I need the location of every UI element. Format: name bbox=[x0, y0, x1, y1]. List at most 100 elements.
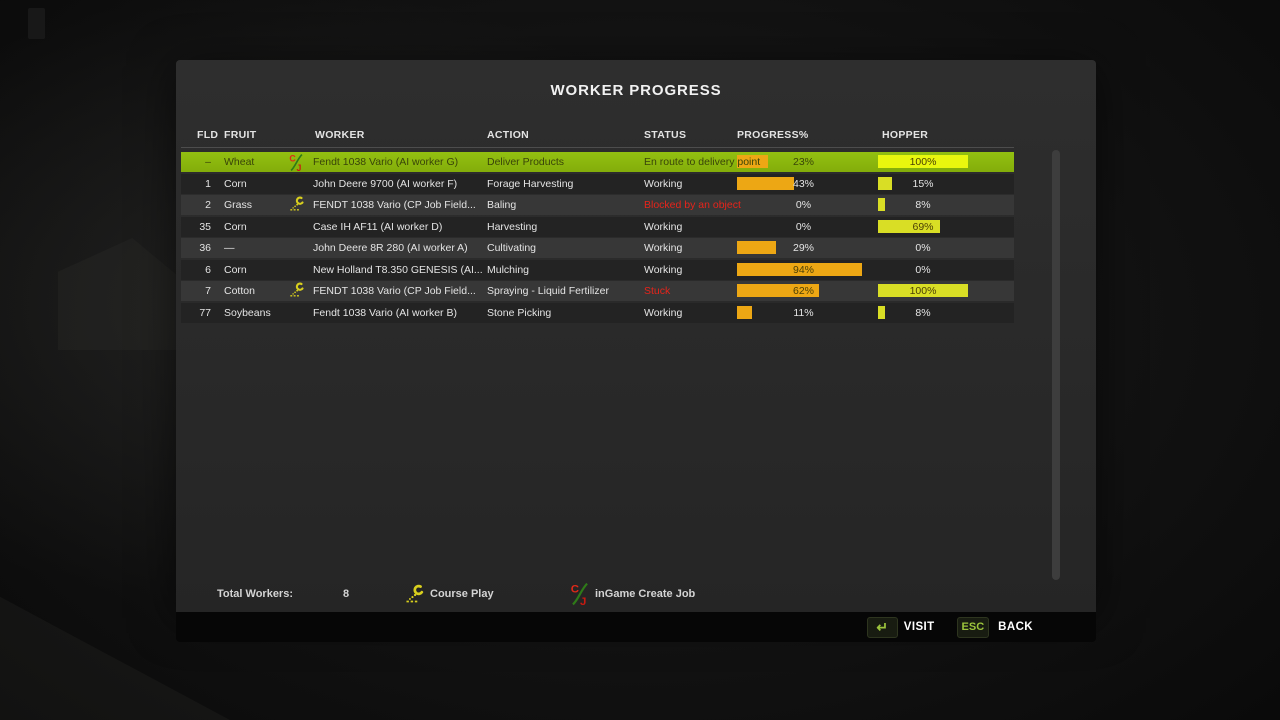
table-row[interactable]: 36 — John Deere 8R 280 (AI worker A) Cultiv… bbox=[181, 238, 1014, 258]
dialog-title: WORKER PROGRESS bbox=[550, 82, 722, 99]
worker-cell: Case IH AF11 (AI worker D) bbox=[313, 220, 443, 233]
svg-text:J: J bbox=[297, 163, 302, 172]
back-label[interactable]: BACK bbox=[998, 621, 1033, 633]
hopper-bar: 100% bbox=[878, 284, 968, 297]
fld-cell: 2 bbox=[205, 199, 211, 211]
column-header-fruit: FRUIT bbox=[224, 129, 257, 141]
worker-cell: John Deere 8R 280 (AI worker A) bbox=[313, 242, 468, 254]
background-scene-shape bbox=[58, 238, 193, 350]
status-cell: En route to delivery point bbox=[644, 156, 761, 168]
worker-cell: John Deere 9700 (AI worker F) bbox=[313, 177, 458, 190]
fruit-cell: Corn bbox=[224, 177, 247, 190]
column-header-worker: WORKER bbox=[315, 129, 365, 141]
worker-table: – Wheat C J Fendt 1038 Vario (AI worker G)… bbox=[181, 152, 1014, 324]
hopper-bar: 15% bbox=[878, 176, 968, 190]
hopper-bar: 8% bbox=[878, 198, 968, 211]
table-row[interactable]: – Wheat C J Fendt 1038 Vario (AI worker G)… bbox=[181, 152, 1014, 173]
background-hud-remnant bbox=[28, 8, 45, 39]
scrollbar-thumb[interactable] bbox=[1052, 150, 1060, 580]
enter-key-icon: ↵ bbox=[876, 619, 889, 635]
hopper-bar: 0% bbox=[915, 263, 931, 276]
visit-button[interactable]: ↵ bbox=[866, 616, 898, 638]
visit-label[interactable]: VISIT bbox=[903, 621, 935, 633]
table-row[interactable]: 6 Corn New Holland T8.350 GENESIS (AI... Mu… bbox=[181, 259, 1014, 280]
cj-icon: C J bbox=[289, 153, 313, 173]
progress-bar: 23% bbox=[737, 155, 870, 168]
hopper-bar: 100% bbox=[878, 155, 968, 168]
worker-cell: New Holland T8.350 GENESIS (AI... bbox=[313, 263, 483, 276]
total-workers-value: 8 bbox=[343, 588, 350, 600]
progress-bar: 0% bbox=[795, 199, 812, 211]
status-cell: Working bbox=[644, 242, 683, 254]
fld-cell: 1 bbox=[205, 177, 211, 190]
worker-progress-dialog: WORKER PROGRESS FLD FRUIT WORKER ACTION … bbox=[176, 60, 1096, 612]
cj-icon: C J bbox=[571, 582, 588, 608]
hopper-bar: 8% bbox=[878, 305, 968, 319]
cp-icon bbox=[289, 282, 313, 302]
hopper-bar: 69% bbox=[878, 219, 968, 233]
progress-bar: 11% bbox=[737, 305, 870, 319]
fruit-cell: Wheat bbox=[224, 156, 255, 168]
status-cell: Working bbox=[644, 220, 683, 233]
fruit-cell: Soybeans bbox=[224, 306, 271, 319]
table-row[interactable]: 2 Grass FENDT 1038 Vario (CP Job Field...… bbox=[181, 195, 1014, 215]
column-header-hopper: HOPPER bbox=[882, 129, 929, 141]
progress-bar: 29% bbox=[737, 241, 870, 254]
table-header-row: FLD FRUIT WORKER ACTION STATUS PROGRESS%… bbox=[181, 122, 1014, 148]
status-cell: Working bbox=[644, 306, 683, 319]
column-header-fld: FLD bbox=[197, 129, 219, 141]
action-cell: Cultivating bbox=[487, 242, 537, 254]
worker-cell: FENDT 1038 Vario (CP Job Field... bbox=[313, 199, 476, 211]
progress-bar: 43% bbox=[737, 176, 870, 190]
esc-key-label: ESC bbox=[961, 621, 985, 633]
back-button[interactable]: ESC bbox=[956, 616, 990, 638]
worker-cell: Fendt 1038 Vario (AI worker B) bbox=[313, 306, 457, 319]
action-cell: Spraying - Liquid Fertilizer bbox=[487, 285, 609, 297]
total-workers-label: Total Workers: bbox=[217, 588, 293, 600]
progress-bar: 0% bbox=[795, 220, 812, 233]
dialog-footer: Total Workers: 8 Course Play C J inGame … bbox=[176, 582, 1096, 608]
action-cell: Mulching bbox=[487, 263, 530, 276]
action-cell: Harvesting bbox=[487, 220, 538, 233]
status-cell: Blocked by an object bbox=[644, 199, 741, 211]
fruit-cell: — bbox=[224, 242, 235, 254]
column-header-status: STATUS bbox=[644, 129, 687, 141]
table-row[interactable]: 1 Corn John Deere 9700 (AI worker F) Forage… bbox=[181, 173, 1014, 194]
table-row[interactable]: 7 Cotton FENDT 1038 Vario (CP Job Field..… bbox=[181, 281, 1014, 301]
action-cell: Stone Picking bbox=[487, 306, 552, 319]
hopper-bar: 0% bbox=[915, 242, 931, 254]
fld-cell: 36 bbox=[199, 242, 211, 254]
cp-icon bbox=[289, 196, 313, 216]
fruit-cell: Cotton bbox=[224, 285, 255, 297]
action-cell: Baling bbox=[487, 199, 517, 211]
fld-cell: 7 bbox=[205, 285, 211, 297]
fld-cell: 35 bbox=[199, 220, 211, 233]
table-row[interactable]: 35 Corn Case IH AF11 (AI worker D) Harvesti… bbox=[181, 216, 1014, 237]
fruit-cell: Grass bbox=[224, 199, 253, 211]
action-cell: Deliver Products bbox=[487, 156, 565, 168]
action-cell: Forage Harvesting bbox=[487, 177, 574, 190]
table-row[interactable]: 77 Soybeans Fendt 1038 Vario (AI worker B)… bbox=[181, 302, 1014, 323]
progress-bar: 94% bbox=[737, 262, 870, 276]
action-bar: ↵ VISIT ESC BACK bbox=[176, 612, 1096, 642]
fld-cell: 77 bbox=[199, 306, 211, 319]
cj-icon: C J bbox=[570, 582, 590, 614]
worker-cell: FENDT 1038 Vario (CP Job Field... bbox=[313, 285, 476, 297]
cp-icon bbox=[290, 282, 304, 297]
worker-cell: Fendt 1038 Vario (AI worker G) bbox=[313, 156, 459, 168]
column-header-action: ACTION bbox=[487, 129, 530, 141]
ingame-create-job-legend-label: inGame Create Job bbox=[595, 588, 696, 600]
status-cell: Stuck bbox=[644, 285, 671, 297]
svg-text:J: J bbox=[580, 596, 586, 606]
cp-icon bbox=[290, 196, 304, 211]
fruit-cell: Corn bbox=[224, 263, 247, 276]
column-header-progress: PROGRESS% bbox=[737, 129, 809, 141]
status-cell: Working bbox=[644, 177, 683, 190]
cj-icon: C J bbox=[289, 153, 303, 173]
svg-text:C: C bbox=[289, 153, 296, 163]
progress-bar: 62% bbox=[737, 284, 870, 297]
status-cell: Working bbox=[644, 263, 683, 276]
fld-cell: – bbox=[205, 156, 211, 168]
courseplay-legend-label: Course Play bbox=[430, 588, 494, 600]
cp-icon bbox=[405, 584, 426, 611]
